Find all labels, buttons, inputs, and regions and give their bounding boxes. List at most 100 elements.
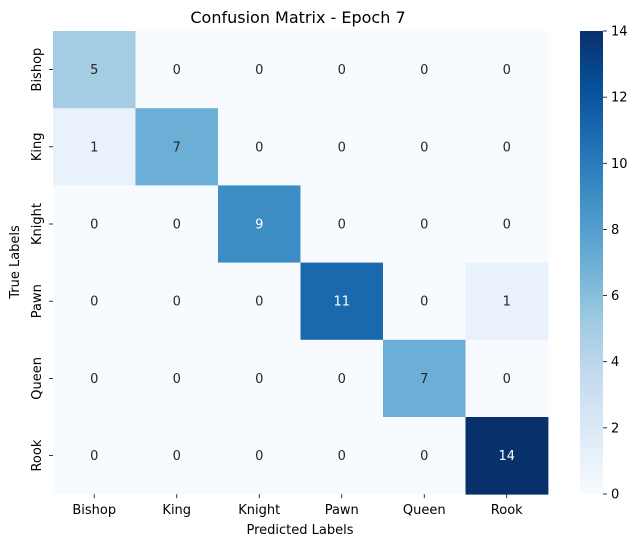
y-tick-label: Bishop <box>30 48 45 92</box>
cell-value-label: 0 <box>503 218 511 233</box>
cell-value-label: 0 <box>503 372 511 387</box>
colorbar-gradient <box>580 31 603 494</box>
heatmap-cell <box>465 339 549 418</box>
cell-value-label: 0 <box>255 140 263 155</box>
heatmap-cell <box>383 339 466 418</box>
heatmap-cell <box>300 417 384 495</box>
cell-value-label: 0 <box>338 140 346 155</box>
heatmap-cell <box>135 417 219 495</box>
cell-value-label: 0 <box>90 295 98 310</box>
cell-value-label: 0 <box>255 372 263 387</box>
cell-value-label: 0 <box>255 295 263 310</box>
colorbar-tick-label: 14 <box>611 25 628 40</box>
heatmap-cell <box>135 31 219 109</box>
heatmap-cell <box>135 108 219 186</box>
heatmap-cell <box>383 31 466 109</box>
cell-value-label: 11 <box>333 295 350 310</box>
heatmap-cell <box>300 108 384 186</box>
heatmap-cell <box>300 262 384 341</box>
cell-value-label: 0 <box>173 218 181 233</box>
heatmap-cells: 5 0 0 0 0 0 1 7 0 0 0 0 0 0 9 0 0 0 0 0 0 11 0 1 0 0 0 0 7 0 0 0 0 0 0 14 <box>53 31 549 495</box>
heatmap-cell <box>465 417 549 495</box>
y-axis-label: True Labels <box>8 225 23 300</box>
cell-value-label: 1 <box>503 295 511 310</box>
heatmap-cell <box>465 185 549 263</box>
cell-value-label: 0 <box>420 218 428 233</box>
cell-value-label: 14 <box>498 449 515 464</box>
cell-value-label: 0 <box>503 63 511 78</box>
colorbar-tick-label: 6 <box>611 289 619 304</box>
cell-value-label: 0 <box>173 63 181 78</box>
heatmap-cell <box>135 339 219 418</box>
cell-value-label: 5 <box>90 63 98 78</box>
cell-value-label: 0 <box>255 449 263 464</box>
heatmap-cell <box>53 185 136 263</box>
chart-title: Confusion Matrix - Epoch 7 <box>190 8 405 27</box>
heatmap-cell <box>53 417 136 495</box>
colorbar-tick-label: 10 <box>611 157 628 172</box>
heatmap-cell <box>218 31 301 109</box>
x-axis-label: Predicted Labels <box>246 523 353 538</box>
heatmap-cell <box>135 185 219 263</box>
colorbar: 0 2 4 6 8 10 12 14 <box>580 25 628 503</box>
colorbar-tick-label: 12 <box>611 91 628 106</box>
cell-value-label: 0 <box>173 295 181 310</box>
heatmap-cell <box>53 31 136 109</box>
y-tick-label: Knight <box>30 203 45 245</box>
heatmap-cell <box>218 417 301 495</box>
y-tick-label: Pawn <box>30 284 45 318</box>
x-axis-ticks: Bishop King Knight Pawn Queen Rook <box>72 494 523 518</box>
heatmap-cell <box>465 262 549 341</box>
heatmap-cell <box>465 108 549 186</box>
heatmap-cell <box>135 262 219 341</box>
cell-value-label: 0 <box>338 63 346 78</box>
heatmap-cell <box>383 108 466 186</box>
colorbar-tick-label: 2 <box>611 421 619 436</box>
heatmap-cell <box>465 31 549 109</box>
colorbar-tick-label: 0 <box>611 488 619 503</box>
heatmap-cell <box>383 185 466 263</box>
x-tick-label: Pawn <box>325 503 359 518</box>
heatmap-cell <box>218 262 301 341</box>
y-tick-label: Rook <box>30 439 45 471</box>
cell-value-label: 0 <box>338 372 346 387</box>
x-tick-label: Knight <box>238 503 280 518</box>
heatmap-cell <box>300 339 384 418</box>
y-tick-label: Queen <box>30 357 45 400</box>
cell-value-label: 9 <box>255 218 263 233</box>
cell-value-label: 0 <box>338 449 346 464</box>
x-tick-label: Bishop <box>72 503 116 518</box>
cell-value-label: 0 <box>90 372 98 387</box>
heatmap-cell <box>218 185 301 263</box>
cell-value-label: 0 <box>173 372 181 387</box>
cell-value-label: 0 <box>90 449 98 464</box>
cell-value-label: 7 <box>420 372 428 387</box>
y-axis-ticks: Bishop King Knight Pawn Queen Rook <box>30 48 53 472</box>
colorbar-tick-label: 4 <box>611 355 619 370</box>
heatmap-cell <box>383 417 466 495</box>
cell-value-label: 0 <box>420 449 428 464</box>
y-tick-label: King <box>30 132 45 161</box>
cell-value-label: 1 <box>90 140 98 155</box>
cell-value-label: 0 <box>420 295 428 310</box>
x-tick-label: Rook <box>491 503 523 518</box>
colorbar-tick-label: 8 <box>611 223 619 238</box>
cell-value-label: 0 <box>255 63 263 78</box>
x-tick-label: Queen <box>403 503 446 518</box>
heatmap-cell <box>383 262 466 341</box>
heatmap-cell <box>218 108 301 186</box>
cell-value-label: 7 <box>173 140 181 155</box>
heatmap-cell <box>300 185 384 263</box>
heatmap-cell <box>53 339 136 418</box>
cell-value-label: 0 <box>173 449 181 464</box>
heatmap-cell <box>218 339 301 418</box>
heatmap-cell <box>53 262 136 341</box>
cell-value-label: 0 <box>420 63 428 78</box>
heatmap-cell <box>53 108 136 186</box>
cell-value-label: 0 <box>420 140 428 155</box>
x-tick-label: King <box>162 503 191 518</box>
cell-value-label: 0 <box>503 140 511 155</box>
cell-value-label: 0 <box>90 218 98 233</box>
cell-value-label: 0 <box>338 218 346 233</box>
